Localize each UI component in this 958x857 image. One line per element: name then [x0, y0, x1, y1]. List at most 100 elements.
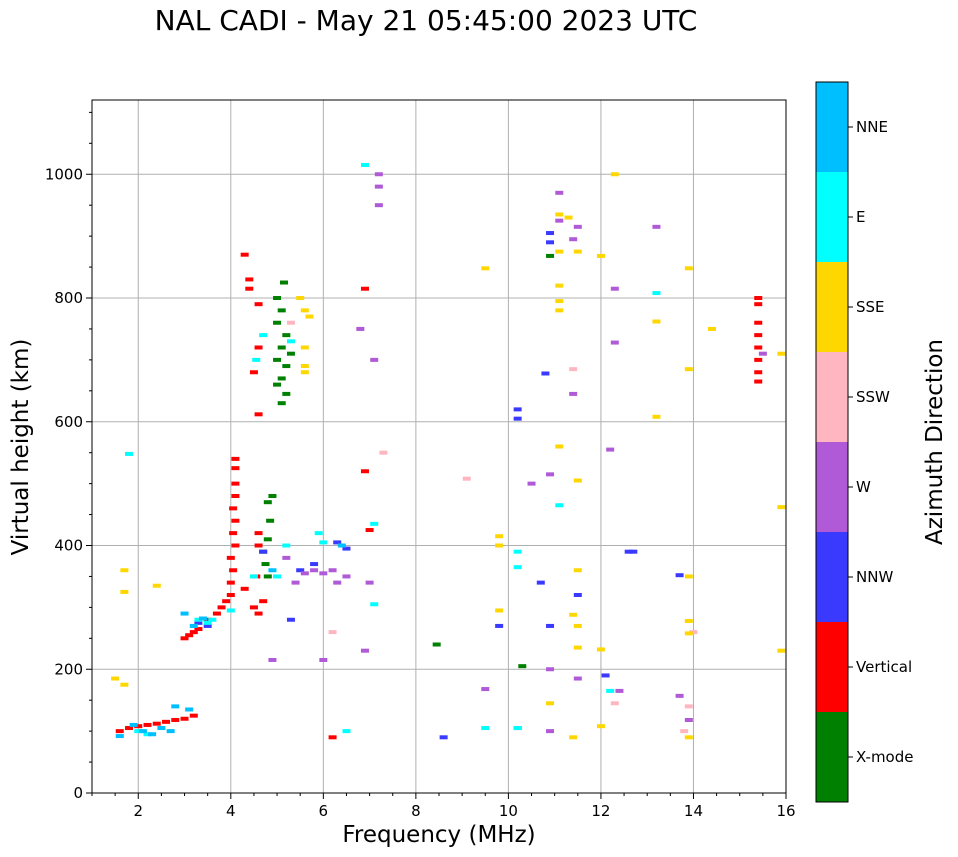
- data-point: [513, 726, 522, 731]
- data-point: [217, 605, 226, 610]
- x-tick-label: 2: [133, 802, 143, 820]
- data-point: [263, 574, 272, 579]
- data-point: [240, 252, 249, 257]
- data-point: [319, 657, 328, 662]
- data-point: [689, 630, 698, 635]
- data-point: [652, 224, 661, 229]
- data-point: [120, 589, 129, 594]
- data-point: [328, 568, 337, 573]
- data-point: [629, 549, 638, 554]
- data-point: [684, 618, 693, 623]
- data-point: [555, 444, 564, 449]
- data-point: [360, 162, 369, 167]
- data-point: [259, 599, 268, 604]
- data-point: [573, 645, 582, 650]
- y-tick-label: 1000: [45, 165, 83, 183]
- data-point: [481, 687, 490, 692]
- data-point: [273, 574, 282, 579]
- data-point: [379, 450, 388, 455]
- data-point: [222, 599, 231, 604]
- data-point: [342, 574, 351, 579]
- grid-lines: [92, 100, 786, 793]
- data-point: [305, 314, 314, 319]
- data-point: [286, 320, 295, 325]
- data-point: [277, 401, 286, 406]
- data-point: [555, 503, 564, 508]
- x-tick-label: 12: [591, 802, 610, 820]
- data-point: [143, 722, 152, 727]
- data-point: [754, 379, 763, 384]
- data-point: [365, 580, 374, 585]
- data-point: [684, 266, 693, 271]
- data-point: [185, 707, 194, 712]
- data-point: [231, 494, 240, 498]
- data-point: [370, 521, 379, 526]
- data-point: [286, 339, 295, 344]
- data-point: [432, 642, 441, 647]
- data-point: [203, 623, 212, 628]
- data-point: [268, 568, 277, 573]
- data-point: [569, 735, 578, 740]
- plot-frame: [91, 99, 787, 794]
- data-point: [254, 611, 263, 616]
- data-point: [555, 283, 564, 288]
- data-point: [777, 505, 786, 510]
- data-point: [754, 296, 763, 300]
- colorbar-tick-label: SSW: [856, 388, 890, 406]
- data-point: [268, 494, 277, 498]
- data-point: [596, 724, 605, 729]
- colorbar-tick-label: NNW: [856, 568, 893, 586]
- x-tick-label: 4: [226, 802, 236, 820]
- data-point: [652, 291, 661, 296]
- data-point: [129, 722, 138, 727]
- data-point: [138, 729, 147, 734]
- data-point: [143, 732, 152, 737]
- data-point: [652, 414, 661, 419]
- data-point: [333, 540, 342, 545]
- data-point: [245, 277, 254, 282]
- data-point: [569, 237, 578, 242]
- data-point: [212, 611, 221, 616]
- data-point: [546, 231, 555, 236]
- data-point: [254, 302, 263, 307]
- data-point: [194, 620, 203, 625]
- x-tick-label: 16: [776, 802, 795, 820]
- data-point: [610, 340, 619, 345]
- data-point: [231, 481, 240, 486]
- data-point: [231, 543, 240, 548]
- colorbar-segment: [816, 712, 848, 802]
- data-point: [754, 333, 763, 338]
- y-tick-label: 800: [54, 289, 83, 307]
- data-point: [180, 716, 189, 721]
- data-point: [280, 280, 289, 285]
- data-point: [527, 481, 536, 486]
- x-tick-label: 14: [684, 802, 703, 820]
- data-point: [229, 531, 238, 536]
- data-point: [495, 534, 504, 539]
- data-point: [495, 623, 504, 628]
- data-point: [573, 568, 582, 573]
- data-point: [229, 506, 238, 511]
- x-axis-ticks: 2 4 6 8 10 12 14 16: [91, 793, 796, 820]
- data-point: [777, 351, 786, 356]
- series-vertical: [115, 252, 763, 740]
- data-point: [249, 574, 258, 579]
- data-point: [203, 620, 212, 625]
- data-point: [166, 729, 175, 734]
- data-point: [675, 573, 684, 578]
- data-point: [226, 555, 235, 560]
- series-e: [125, 162, 661, 737]
- data-point: [300, 370, 309, 375]
- data-point: [684, 704, 693, 709]
- data-point: [573, 676, 582, 681]
- data-point: [300, 364, 309, 369]
- data-point: [601, 673, 610, 678]
- data-point: [273, 320, 282, 325]
- data-point: [152, 583, 161, 588]
- data-point: [249, 605, 258, 610]
- data-point: [277, 308, 286, 313]
- data-point: [652, 319, 661, 324]
- data-point: [569, 367, 578, 372]
- colorbar-segment: [816, 622, 848, 712]
- data-point: [282, 543, 291, 548]
